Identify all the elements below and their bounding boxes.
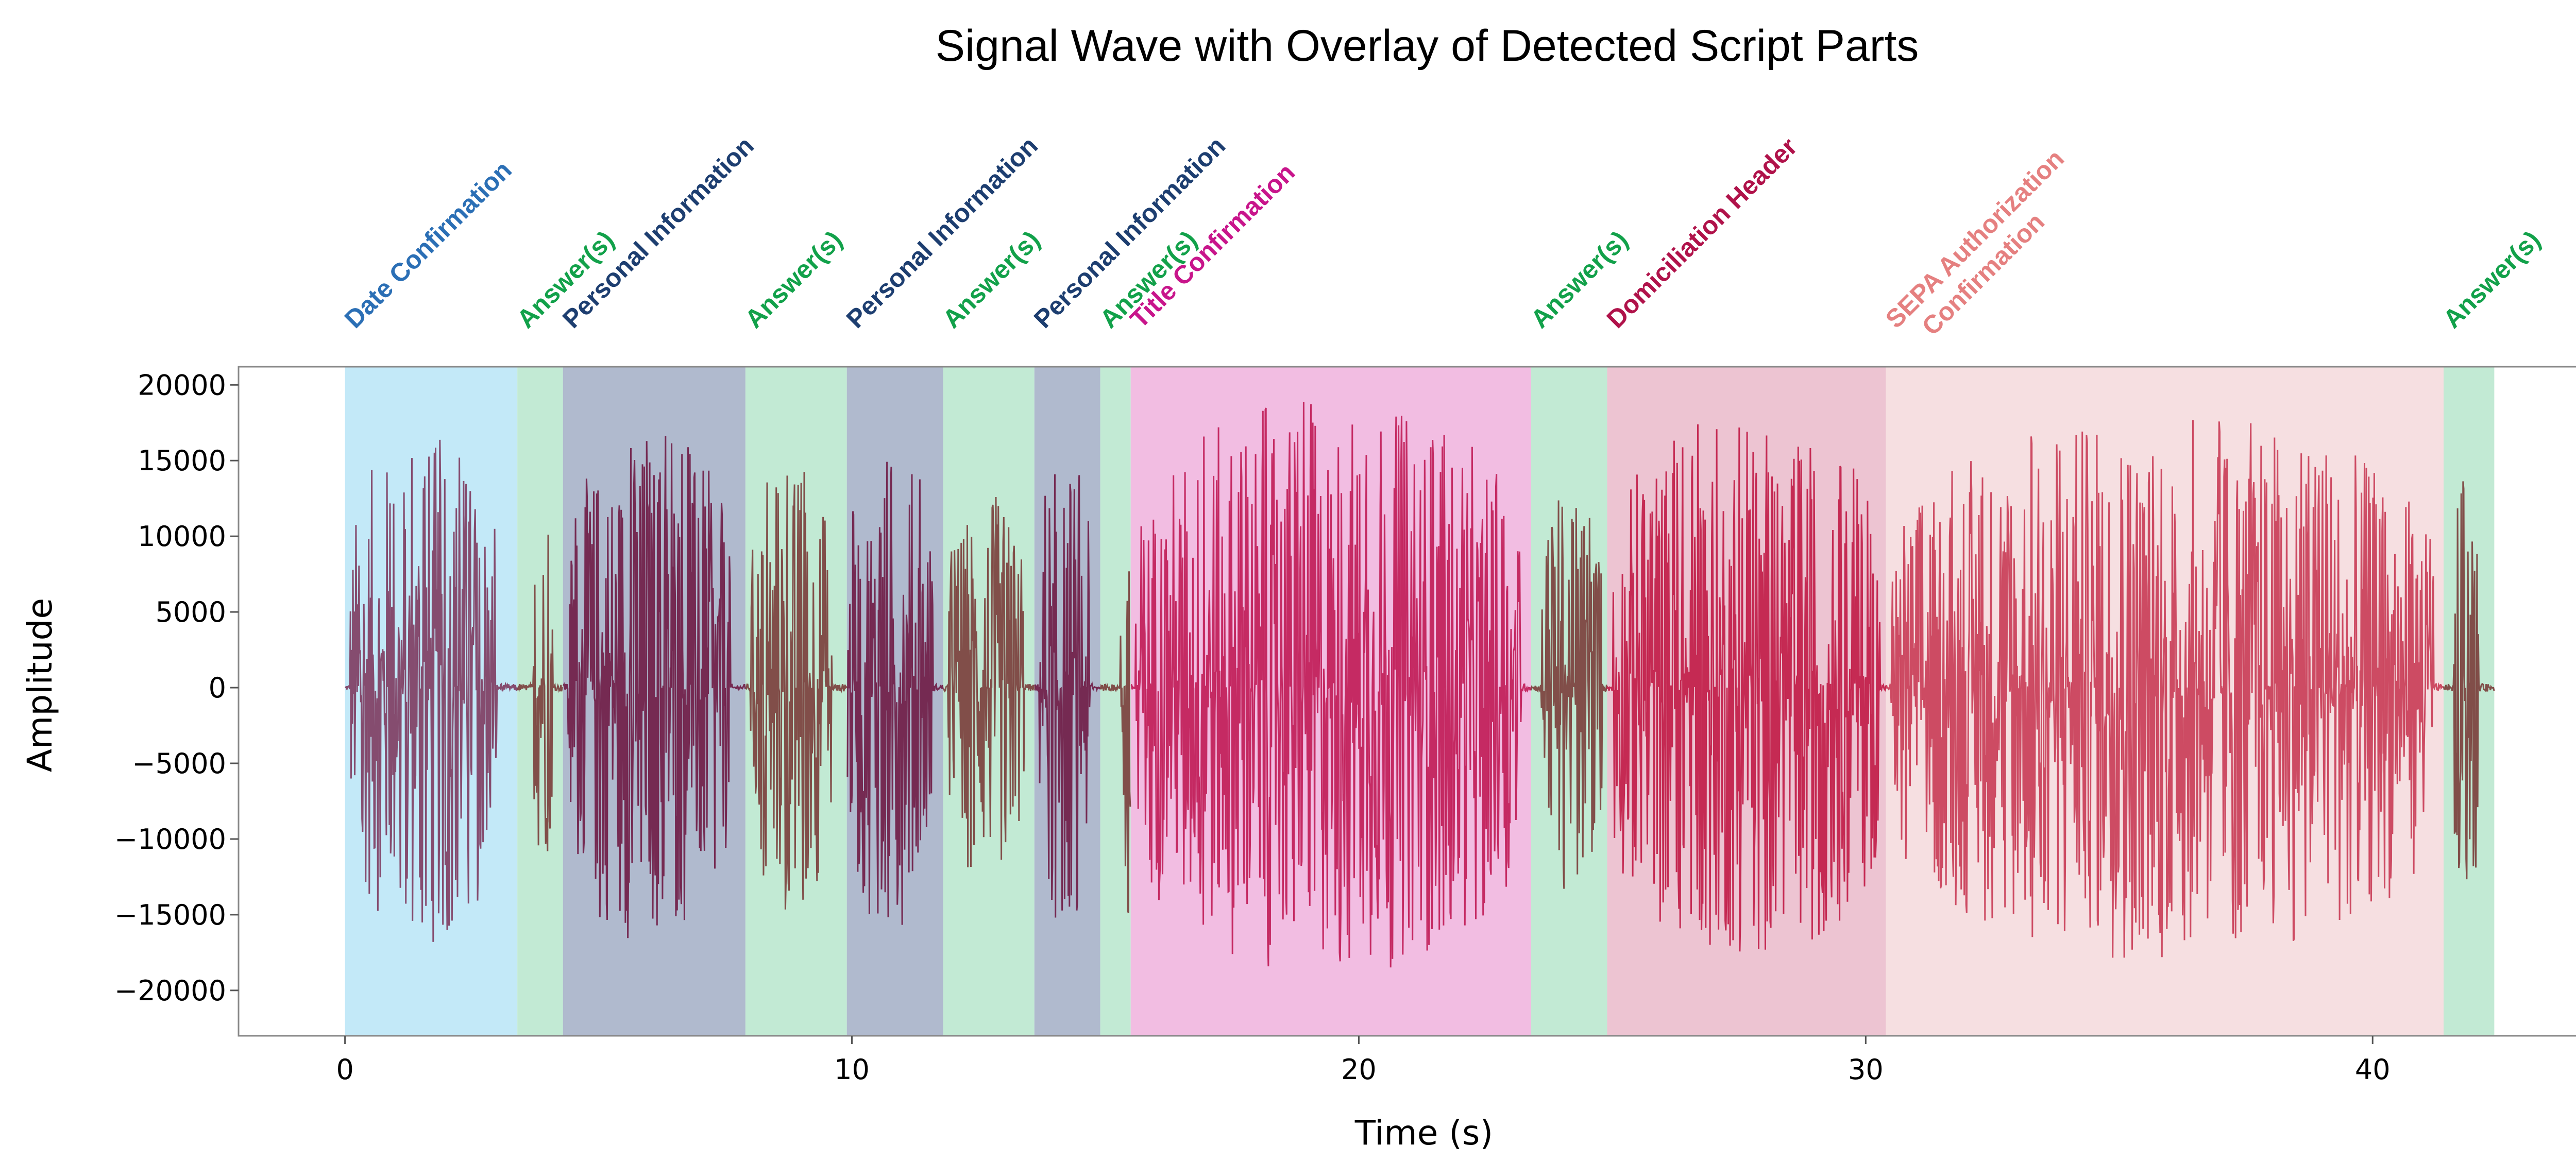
x-tick-label: 30 <box>1848 1053 1884 1086</box>
segment-label-2: Personal Information <box>557 131 759 334</box>
y-tick-label: −20000 <box>114 975 226 1007</box>
x-tick-label: 20 <box>1341 1053 1377 1086</box>
y-tick-label: 10000 <box>138 520 226 553</box>
segment-label-11: SEPA AuthorizationConfirmation <box>1880 144 2092 356</box>
y-tick-label: 5000 <box>156 596 226 628</box>
y-tick-label: −10000 <box>114 823 226 856</box>
x-axis-ticks: 0 10 20 30 40 <box>336 1036 2390 1086</box>
segment-label-12: Answer(s) <box>2437 225 2546 334</box>
y-tick-label: −15000 <box>114 899 226 931</box>
segment-label-4: Personal Information <box>841 131 1043 334</box>
x-tick-label: 40 <box>2355 1053 2391 1086</box>
y-tick-label: 20000 <box>138 369 226 401</box>
x-tick-label: 0 <box>336 1053 353 1086</box>
y-axis-ticks: −20000 −15000 −10000 −5000 0 5000 10000 15000 20… <box>114 369 239 1007</box>
x-axis-label: Time (s) <box>1354 1113 1493 1153</box>
x-tick-label: 10 <box>834 1053 870 1086</box>
y-axis-label: Amplitude <box>20 598 60 772</box>
segment-label-0: Date Confirmation <box>339 156 517 334</box>
y-tick-label: 15000 <box>138 445 226 477</box>
segment-label-10: Domiciliation Header <box>1601 132 1803 334</box>
chart-title: Signal Wave with Overlay of Detected Scr… <box>936 21 1919 71</box>
y-tick-label: −5000 <box>132 747 226 780</box>
y-tick-label: 0 <box>209 672 226 704</box>
segment-label-8: Title Confirmation <box>1125 158 1300 333</box>
segment-label-3: Answer(s) <box>739 225 848 334</box>
